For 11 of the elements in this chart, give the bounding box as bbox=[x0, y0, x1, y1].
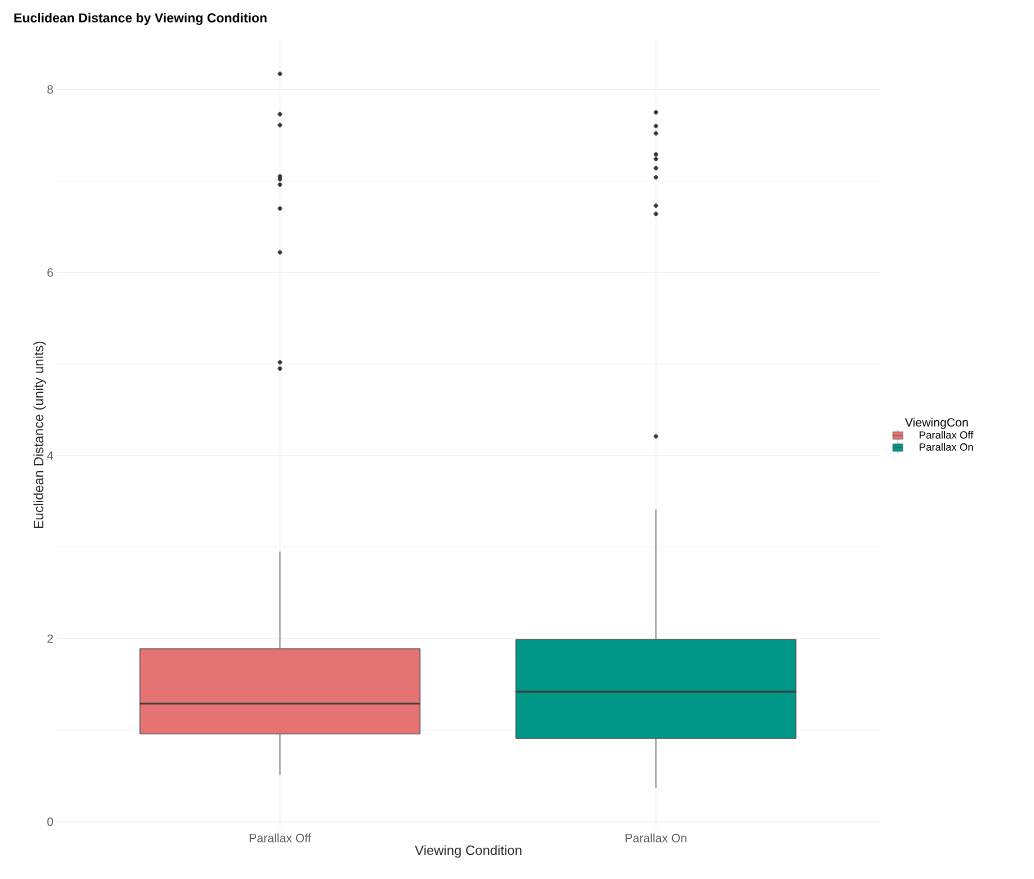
y-axis-title: Euclidean Distance (unity units) bbox=[33, 341, 46, 529]
legend-label: Parallax Off bbox=[919, 430, 974, 439]
legend-label: Parallax On bbox=[919, 443, 973, 451]
y-tick-label: 8 bbox=[47, 85, 53, 94]
y-tick-label: 6 bbox=[47, 268, 53, 277]
y-tick-label: 4 bbox=[47, 451, 54, 460]
x-axis-title: Viewing Condition bbox=[414, 845, 522, 858]
y-tick-label: 0 bbox=[47, 817, 54, 826]
chart-title: Euclidean Distance by Viewing Condition bbox=[14, 12, 267, 26]
legend-title: ViewingCon bbox=[905, 417, 968, 429]
y-tick-label: 2 bbox=[47, 634, 53, 643]
